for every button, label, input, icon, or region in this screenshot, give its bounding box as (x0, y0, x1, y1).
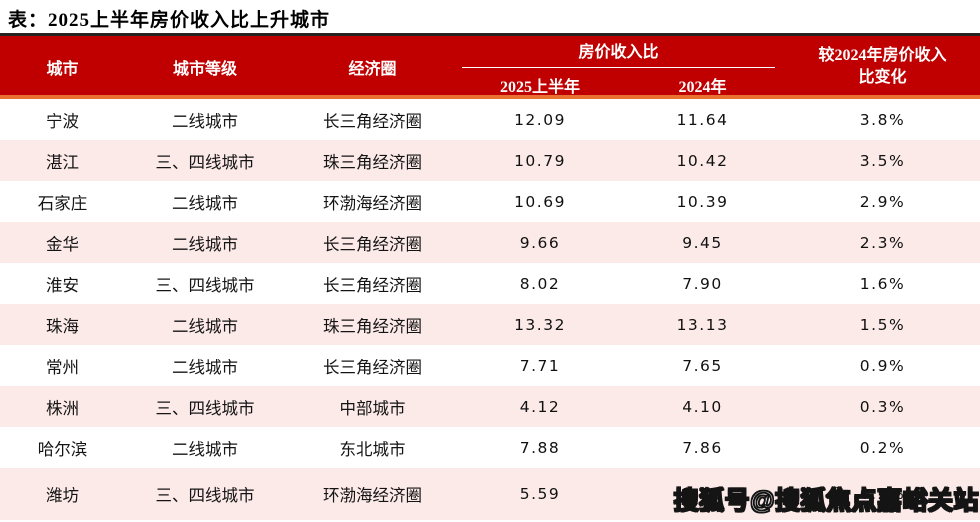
header-2025h1: 2025上半年 (499, 79, 580, 96)
cell-city: 常州 (46, 357, 79, 377)
cell-tier: 二线城市 (172, 357, 238, 377)
cell-ratio-2024: 7.86 (682, 438, 723, 457)
cell-city: 金华 (46, 234, 79, 254)
cell-change: 0.9% (859, 356, 906, 375)
table-row: 哈尔滨 二线城市 东北城市 7.88 7.86 0.2% (0, 427, 980, 468)
table-row: 常州 二线城市 长三角经济圈 7.71 7.65 0.9% (0, 345, 980, 386)
cell-city: 湛江 (46, 152, 79, 172)
cell-change: 3.8% (859, 110, 906, 129)
cell-tier: 二线城市 (172, 439, 238, 459)
cell-tier: 三、四线城市 (155, 486, 255, 505)
cell-region: 珠三角经济圈 (323, 316, 422, 336)
cell-region: 东北城市 (339, 439, 406, 459)
cell-region: 环渤海经济圈 (323, 486, 422, 505)
cell-ratio-2024: 10.39 (676, 192, 729, 211)
cell-ratio-2025h1: 7.71 (519, 356, 561, 375)
cell-tier: 三、四线城市 (155, 275, 255, 295)
cell-ratio-2024: 5.58 (682, 485, 723, 503)
header-city-tier: 城市等级 (172, 60, 237, 78)
cell-ratio-2024: 9.45 (682, 233, 723, 252)
cell-change: 2.9% (859, 192, 906, 211)
cell-region: 长三角经济圈 (323, 357, 422, 377)
cell-ratio-2024: 7.90 (682, 274, 723, 293)
cell-ratio-2024: 11.64 (676, 110, 729, 129)
header-group-label: 房价收入比 (462, 36, 775, 68)
cell-change: 2.3% (859, 233, 906, 252)
cell-change: 3.5% (859, 151, 906, 170)
cell-region: 珠三角经济圈 (323, 152, 422, 172)
cell-city: 潍坊 (46, 486, 79, 505)
cell-ratio-2025h1: 10.79 (514, 151, 566, 170)
cell-region: 中部城市 (339, 398, 406, 418)
table-row: 石家庄 二线城市 环渤海经济圈 10.69 10.39 2.9% (0, 181, 980, 222)
cell-tier: 二线城市 (172, 111, 238, 131)
header-group-price-income-ratio: 房价收入比 2025上半年 2024年 (460, 36, 785, 97)
table-row: 潍坊 三、四线城市 环渤海经济圈 5.59 5.58 0.2% (0, 468, 980, 520)
cell-ratio-2025h1: 13.32 (514, 315, 566, 334)
table-row: 湛江 三、四线城市 珠三角经济圈 10.79 10.42 3.5% (0, 140, 980, 181)
cell-ratio-2025h1: 12.09 (514, 110, 566, 129)
header-change-line2: 比变化 (858, 68, 907, 86)
cell-change: 1.6% (859, 274, 906, 293)
cell-region: 长三角经济圈 (323, 111, 422, 131)
cell-ratio-2025h1: 10.69 (514, 192, 566, 211)
cell-change: 0.2% (859, 438, 906, 457)
sohu-watermark: 搜狐号@搜狐焦点嘉峪关站 (673, 486, 979, 515)
cell-ratio-2024: 10.42 (676, 151, 729, 170)
table-header: 城市 城市等级 经济圈 房价收入比 2025上半年 2024年 较2024年房价… (0, 33, 980, 99)
cell-change: 0.3% (859, 397, 906, 416)
cell-tier: 二线城市 (172, 316, 238, 336)
header-2024: 2024年 (678, 79, 727, 96)
table-row: 株洲 三、四线城市 中部城市 4.12 4.10 0.3% (0, 386, 980, 427)
cell-tier: 二线城市 (172, 193, 238, 213)
header-economic-zone: 经济圈 (348, 60, 397, 78)
cell-tier: 三、四线城市 (155, 152, 255, 172)
cell-city: 珠海 (46, 316, 79, 336)
cell-region: 长三角经济圈 (323, 234, 422, 254)
table-row: 淮安 三、四线城市 长三角经济圈 8.02 7.90 1.6% (0, 263, 980, 304)
cell-city: 淮安 (46, 275, 79, 295)
table-row: 金华 二线城市 长三角经济圈 9.66 9.45 2.3% (0, 222, 980, 263)
table-row: 珠海 二线城市 珠三角经济圈 13.32 13.13 1.5% (0, 304, 980, 345)
table-title: 表：2025上半年房价收入比上升城市 (8, 10, 331, 31)
cell-region: 环渤海经济圈 (323, 193, 422, 213)
header-change-line1: 较2024年房价收入 (818, 46, 947, 64)
cell-tier: 二线城市 (172, 234, 238, 254)
header-city: 城市 (46, 60, 79, 78)
cell-ratio-2024: 4.10 (682, 397, 723, 416)
cell-city: 哈尔滨 (37, 439, 88, 459)
cell-city: 宁波 (46, 111, 79, 131)
table-body: 宁波 二线城市 长三角经济圈 12.09 11.64 3.8% 湛江 三、四线城… (0, 99, 980, 520)
table-row: 宁波 二线城市 长三角经济圈 12.09 11.64 3.8% (0, 99, 980, 140)
header-change-vs-2024: 较2024年房价收入 比变化 (785, 36, 980, 97)
cell-city: 株洲 (46, 398, 79, 418)
cell-ratio-2025h1: 9.66 (519, 233, 561, 252)
cell-ratio-2024: 13.13 (676, 315, 729, 334)
cell-ratio-2025h1: 7.88 (519, 438, 561, 457)
cell-ratio-2025h1: 4.12 (519, 397, 561, 416)
cell-change: 1.5% (859, 315, 906, 334)
cell-tier: 三、四线城市 (155, 398, 255, 418)
cell-region: 长三角经济圈 (323, 275, 422, 295)
cell-ratio-2025h1: 8.02 (519, 274, 561, 293)
cell-change: 0.2% (859, 485, 906, 503)
header-subcolumns: 2025上半年 2024年 (460, 68, 785, 97)
cell-ratio-2024: 7.65 (682, 356, 723, 375)
cell-ratio-2025h1: 5.59 (519, 485, 561, 503)
cell-city: 石家庄 (37, 193, 88, 213)
